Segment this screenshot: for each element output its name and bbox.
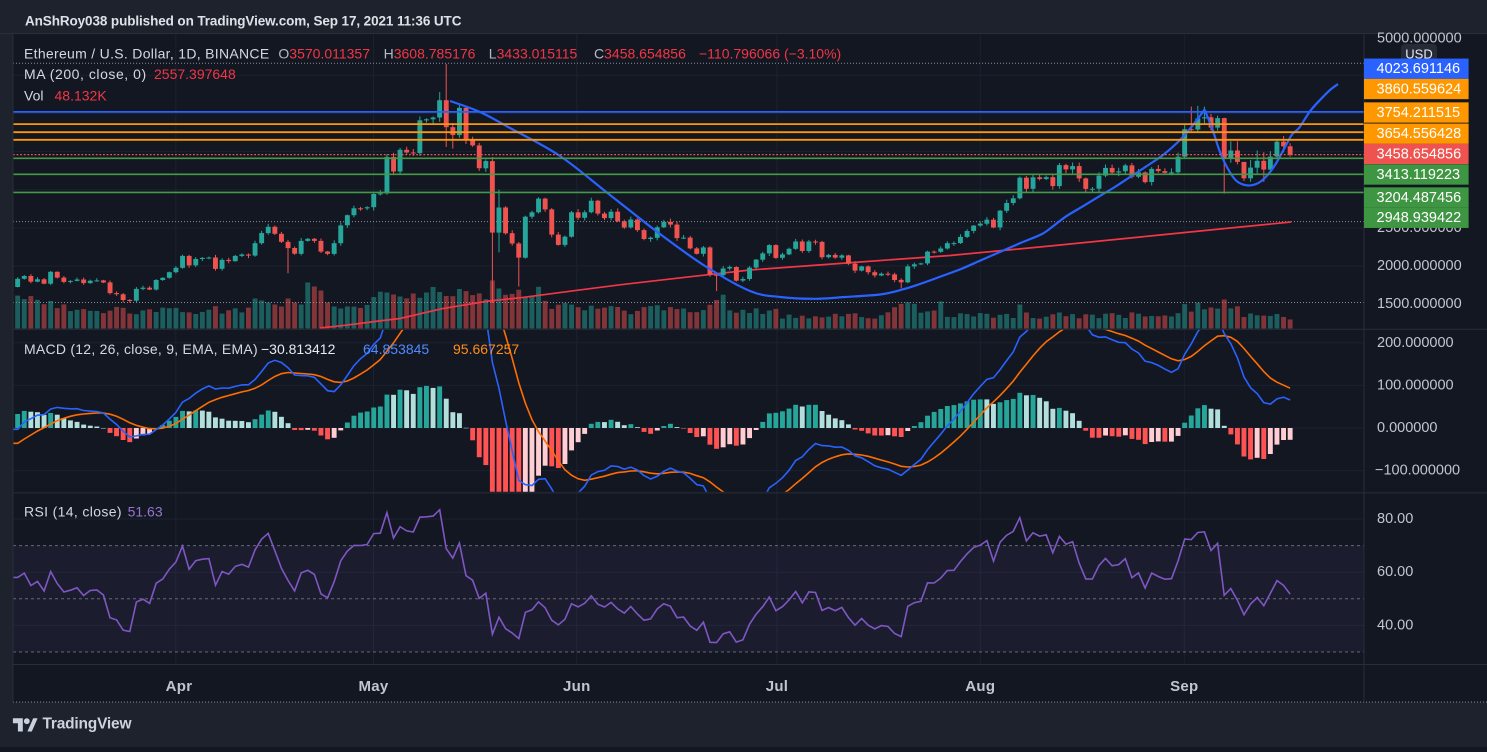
svg-text:0.000000: 0.000000: [1377, 420, 1437, 436]
svg-text:RSI (14, close)51.63: RSI (14, close) 51.63: [24, 504, 163, 520]
svg-text:3204.487456: 3204.487456: [1377, 190, 1462, 206]
svg-text:USD: USD: [1405, 47, 1432, 62]
svg-text:May: May: [358, 678, 388, 695]
svg-text:AnShRoy038 published on Tradin: AnShRoy038 published on TradingView.com,…: [25, 14, 462, 29]
svg-text:2948.939422: 2948.939422: [1377, 210, 1462, 226]
svg-text:3413.119223: 3413.119223: [1377, 167, 1461, 183]
svg-text:5000.000000: 5000.000000: [1377, 30, 1462, 46]
svg-text:100.000000: 100.000000: [1377, 377, 1454, 393]
svg-text:60.00: 60.00: [1377, 564, 1413, 580]
svg-text:TradingView: TradingView: [43, 715, 133, 732]
svg-text:2000.000000: 2000.000000: [1377, 258, 1462, 274]
svg-text:1500.000000: 1500.000000: [1377, 296, 1462, 312]
svg-text:MACD (12, 26, close, 9, EMA, E: MACD (12, 26, close, 9, EMA, EMA) −30.813…: [24, 341, 519, 357]
svg-text:4023.691146: 4023.691146: [1377, 61, 1461, 77]
svg-text:Ethereum / U.S. Dollar, 1D, BI: Ethereum / U.S. Dollar, 1D, BINANCE O3570…: [24, 46, 841, 62]
svg-text:MA (200, close, 0)2557.397648: MA (200, close, 0) 2557.397648: [24, 66, 236, 82]
svg-text:3458.654856: 3458.654856: [1377, 146, 1462, 162]
svg-text:200.000000: 200.000000: [1377, 335, 1454, 351]
svg-text:Sep: Sep: [1170, 678, 1198, 695]
svg-text:80.00: 80.00: [1377, 511, 1413, 527]
svg-text:Aug: Aug: [965, 678, 995, 695]
svg-text:3860.559624: 3860.559624: [1377, 81, 1462, 97]
svg-text:40.00: 40.00: [1377, 617, 1413, 633]
svg-text:Jun: Jun: [563, 678, 591, 695]
svg-text:3654.556428: 3654.556428: [1377, 126, 1462, 142]
svg-text:3754.211515: 3754.211515: [1377, 105, 1461, 121]
svg-text:−100.000000: −100.000000: [1375, 463, 1460, 479]
svg-text:Jul: Jul: [766, 678, 789, 695]
svg-text:Apr: Apr: [166, 678, 193, 695]
